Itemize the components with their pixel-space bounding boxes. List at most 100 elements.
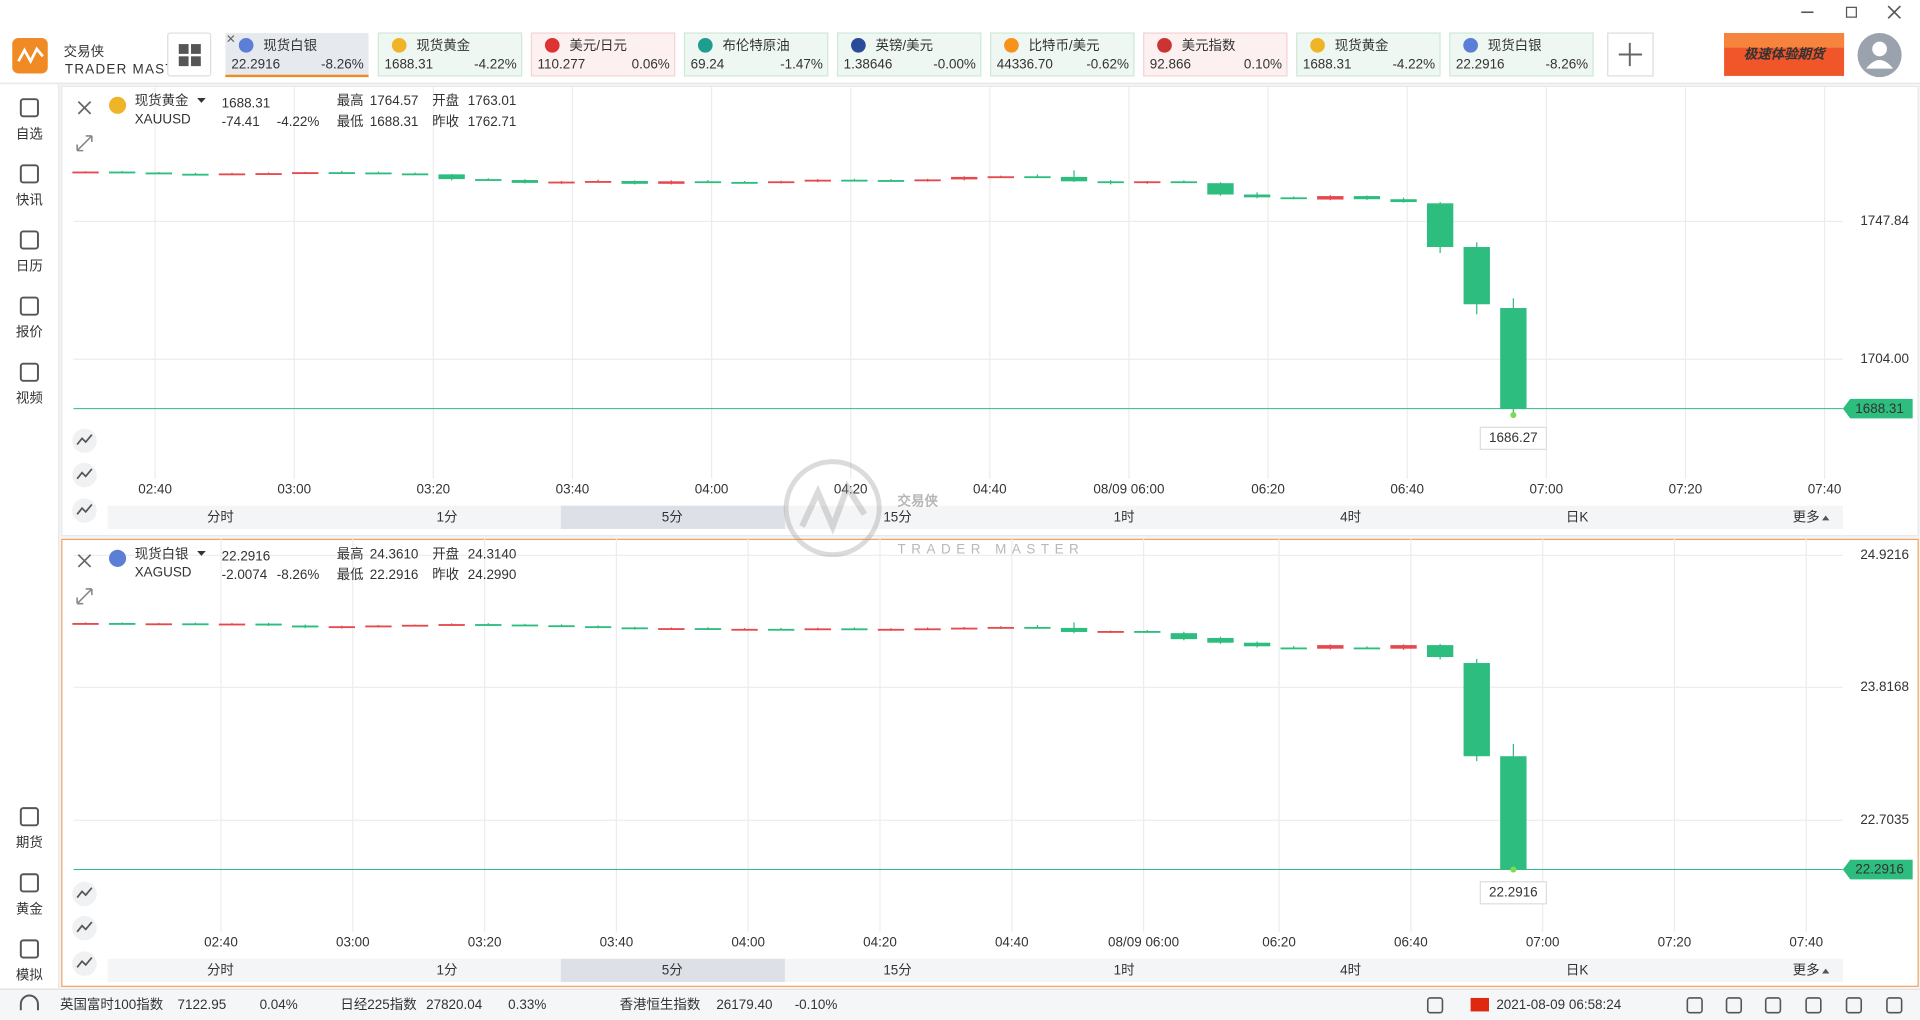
symbol-selector[interactable]: 现货黄金 bbox=[135, 92, 206, 108]
symbol-price: 1688.31 bbox=[222, 96, 271, 111]
candle-body bbox=[511, 624, 539, 627]
timeframe-option[interactable]: 15分 bbox=[883, 963, 911, 978]
chart-tool[interactable] bbox=[72, 915, 97, 941]
status-tool[interactable] bbox=[1845, 997, 1863, 1014]
chart-tool[interactable] bbox=[72, 881, 97, 907]
ticker-card[interactable]: 布伦特原油 69.24 -1.47% bbox=[683, 32, 829, 77]
ad-banner[interactable]: 极速体验期货 bbox=[1724, 33, 1845, 76]
status-index[interactable]: 日经225指数 27820.04 0.33% bbox=[340, 997, 546, 1012]
min-label: 22.2916 bbox=[1489, 884, 1538, 899]
chart-tool[interactable] bbox=[72, 462, 97, 488]
x-tick-label: 04:40 bbox=[973, 481, 1007, 496]
index-name: 日经225指数 bbox=[340, 997, 417, 1012]
symbol-selector[interactable]: 现货白银 bbox=[135, 545, 206, 561]
timeframe-option[interactable]: 5分 bbox=[662, 510, 683, 525]
ticker-card[interactable]: 现货黄金 1688.31 -4.22% bbox=[377, 32, 523, 77]
chart-tool[interactable] bbox=[72, 428, 97, 454]
sidebar-icon bbox=[19, 164, 39, 184]
timeframe-option[interactable]: 1分 bbox=[436, 963, 457, 978]
timeframe-option[interactable]: 日K bbox=[1566, 510, 1588, 525]
panel-expand[interactable] bbox=[76, 588, 93, 605]
candle-body bbox=[1426, 645, 1454, 658]
ticker-card[interactable]: 美元指数 92.866 0.10% bbox=[1143, 32, 1288, 77]
timeframe-option[interactable]: 4时 bbox=[1340, 963, 1361, 978]
layout-button[interactable] bbox=[167, 32, 212, 77]
symbol-code: XAGUSD bbox=[135, 565, 192, 580]
status-tool[interactable] bbox=[1725, 997, 1743, 1014]
support-icon[interactable] bbox=[19, 994, 39, 1011]
ticker-card[interactable]: 美元/日元 110.277 0.06% bbox=[530, 32, 676, 77]
chart-tool[interactable] bbox=[72, 498, 97, 523]
x-tick-label: 07:40 bbox=[1808, 481, 1842, 496]
sidebar-item[interactable]: 报价 bbox=[16, 296, 43, 340]
sidebar-item[interactable]: 黄金 bbox=[16, 873, 43, 916]
panel-close[interactable] bbox=[77, 554, 92, 568]
sidebar-item[interactable]: 自选 bbox=[16, 98, 43, 141]
timeframe-label: 更多 bbox=[1793, 509, 1820, 525]
sidebar-item[interactable]: 视频 bbox=[16, 362, 43, 406]
timeframe-option[interactable]: 更多 bbox=[1793, 962, 1830, 978]
ticker-icon bbox=[1310, 37, 1325, 53]
timeframe-option[interactable]: 1分 bbox=[436, 510, 457, 525]
close-button[interactable] bbox=[1887, 5, 1901, 19]
logo-icon bbox=[12, 37, 48, 74]
status-tool[interactable] bbox=[1764, 997, 1782, 1014]
sidebar-item[interactable]: 模拟 bbox=[16, 939, 43, 982]
x-tick-label: 08/09 06:00 bbox=[1093, 481, 1164, 496]
candle-body bbox=[621, 627, 648, 630]
timeframe-option[interactable]: 日K bbox=[1566, 963, 1588, 978]
restore-button[interactable] bbox=[1845, 6, 1857, 18]
ticker-change: -8.26% bbox=[1546, 56, 1589, 71]
symbol-dropdown bbox=[197, 551, 206, 556]
timeframe-option[interactable]: 1时 bbox=[1114, 510, 1135, 525]
avatar[interactable] bbox=[1857, 33, 1902, 78]
candle-body bbox=[1500, 308, 1527, 409]
min-marker bbox=[1510, 866, 1517, 873]
ticker-name: 现货白银 bbox=[263, 37, 317, 53]
status-tool[interactable] bbox=[1805, 997, 1822, 1014]
candle-body bbox=[584, 180, 612, 183]
sidebar-item[interactable]: 期货 bbox=[16, 807, 43, 850]
ticker-name: 美元/日元 bbox=[569, 38, 627, 53]
ticker-card[interactable]: 现货白银 22.2916 -8.26% bbox=[225, 33, 369, 78]
candle-body bbox=[1243, 194, 1271, 198]
stat-value: 1762.71 bbox=[468, 114, 517, 129]
candle-body bbox=[1243, 642, 1271, 647]
timeframe-option[interactable]: 5分 bbox=[662, 963, 683, 978]
min-label-bg bbox=[1479, 881, 1548, 905]
timeframe-option[interactable]: 更多 bbox=[1793, 509, 1830, 525]
timeframe-option[interactable]: 15分 bbox=[883, 510, 911, 525]
candle-body bbox=[328, 626, 356, 629]
timeframe-option[interactable]: 4时 bbox=[1340, 510, 1361, 525]
candle-body bbox=[1207, 183, 1234, 195]
sidebar-item[interactable]: 快讯 bbox=[16, 164, 43, 207]
candle-body bbox=[292, 625, 319, 628]
ad-text: 极速体验期货 bbox=[1744, 47, 1827, 62]
add-ticker-button[interactable] bbox=[1607, 32, 1654, 77]
timeframe-option[interactable]: 1时 bbox=[1114, 963, 1135, 978]
timeframe-option[interactable]: 分时 bbox=[207, 963, 234, 978]
candle-body bbox=[877, 180, 905, 182]
sidebar-item[interactable]: 日历 bbox=[16, 230, 43, 274]
x-tick-label: 07:20 bbox=[1669, 481, 1703, 496]
chart-tool[interactable] bbox=[72, 951, 97, 976]
ticker-card[interactable]: 现货白银 22.2916 -8.26% bbox=[1449, 32, 1594, 77]
panel-expand[interactable] bbox=[76, 135, 93, 152]
candle-body bbox=[1317, 645, 1344, 649]
status-tool[interactable] bbox=[1886, 997, 1903, 1014]
ticker-card[interactable]: 英镑/美元 1.38646 -0.00% bbox=[836, 32, 982, 77]
timeframe-option[interactable]: 分时 bbox=[207, 510, 234, 525]
panel-close[interactable] bbox=[77, 101, 92, 115]
candle-body bbox=[1390, 199, 1417, 203]
status-tool[interactable] bbox=[1426, 997, 1444, 1014]
stat-value: 1688.31 bbox=[370, 114, 419, 129]
status-index[interactable]: 英国富时100指数 7122.95 0.04% bbox=[60, 996, 298, 1012]
ticker-card[interactable]: 现货黄金 1688.31 -4.22% bbox=[1296, 32, 1441, 77]
status-index[interactable]: 香港恒生指数 26179.40 -0.10% bbox=[620, 997, 838, 1012]
ticker-change: -0.00% bbox=[933, 56, 976, 71]
status-tool[interactable] bbox=[1686, 997, 1703, 1014]
x-tick-label: 07:40 bbox=[1789, 934, 1823, 949]
ticker-card[interactable]: 比特币/美元 44336.70 -0.62% bbox=[990, 32, 1135, 77]
x-tick-label: 03:40 bbox=[600, 934, 634, 949]
ticker-price: 1.38646 bbox=[844, 56, 893, 71]
